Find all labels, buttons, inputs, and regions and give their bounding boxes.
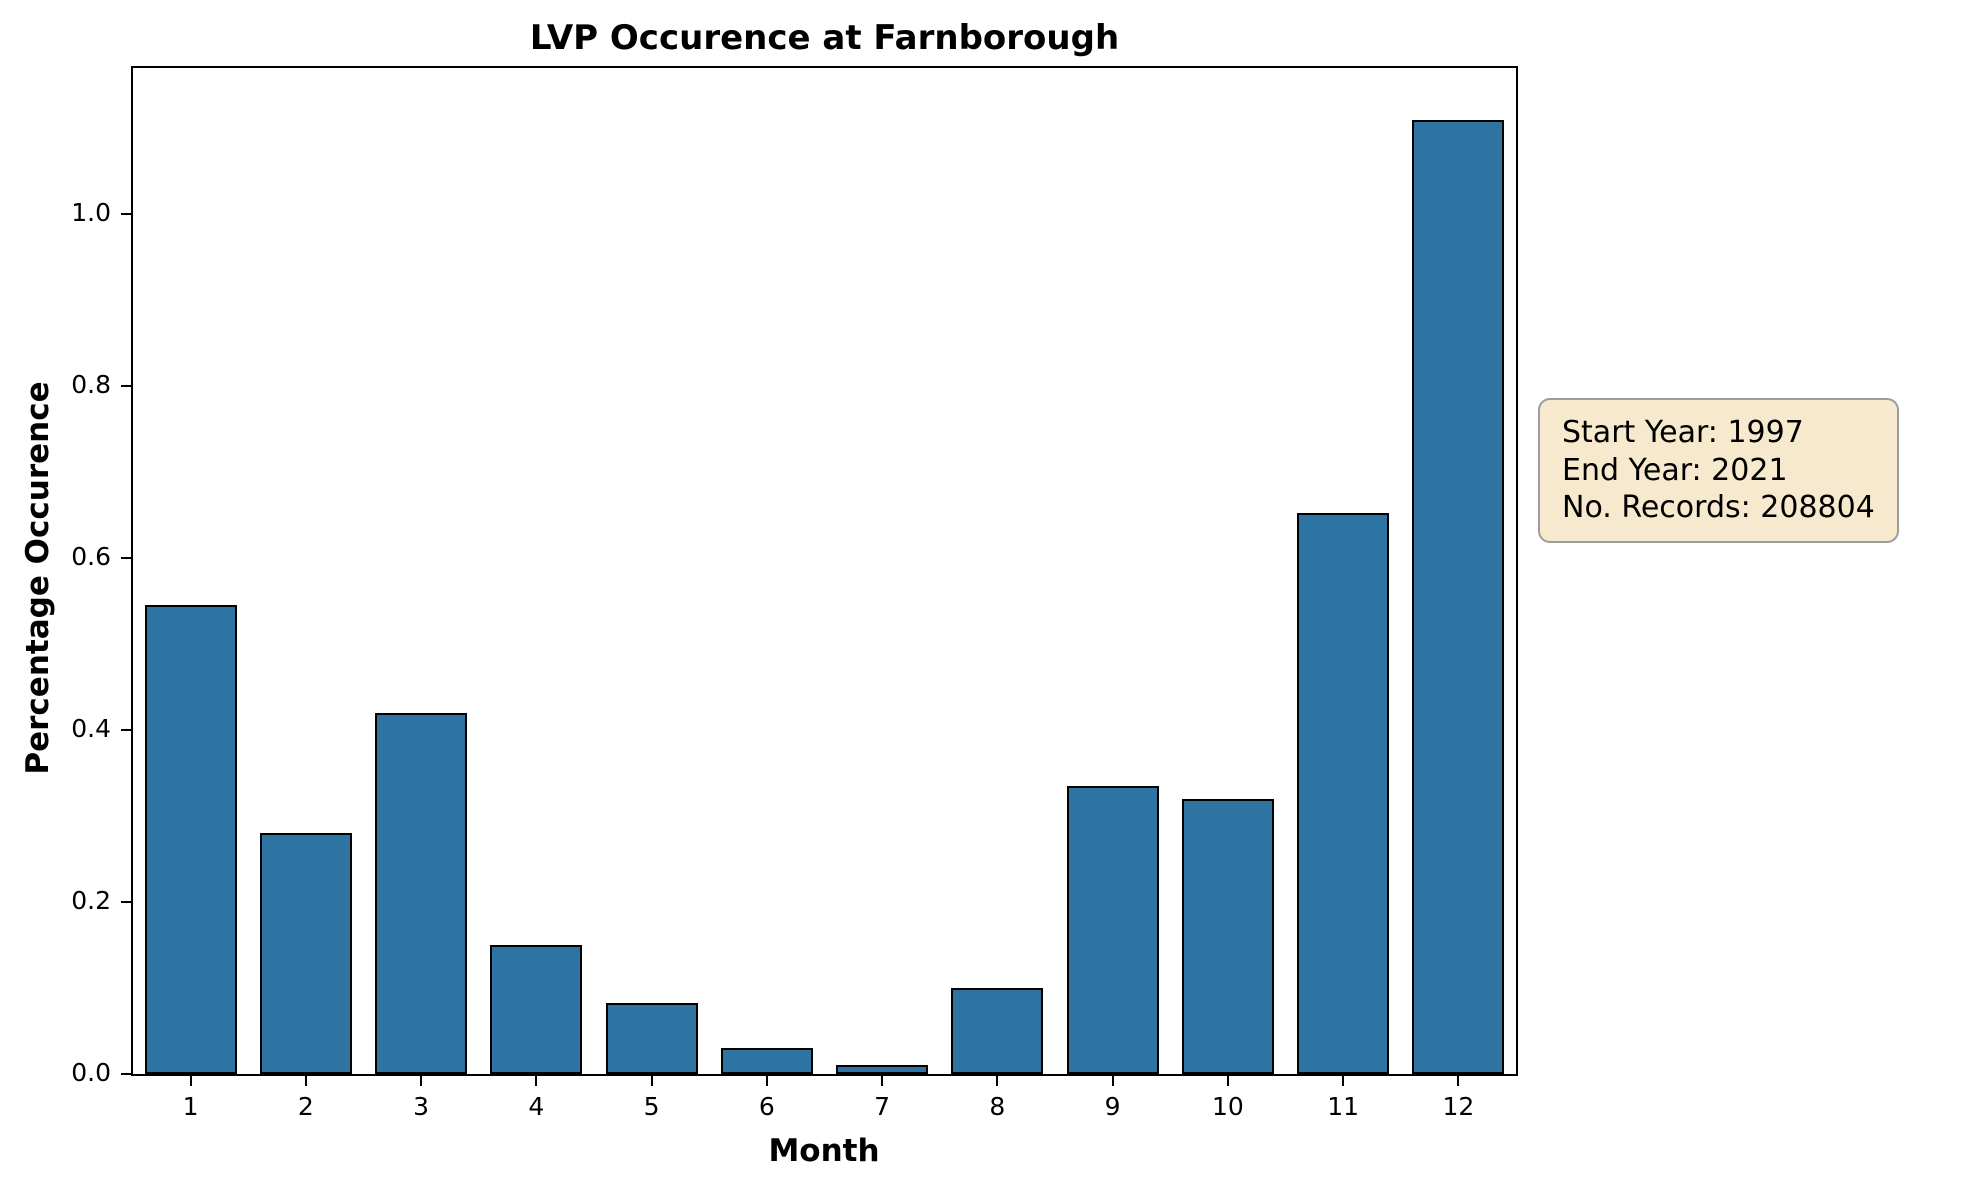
y-tick-mark <box>121 1073 131 1075</box>
bar-month-6 <box>720 1048 813 1074</box>
y-tick-label: 0.8 <box>71 370 111 400</box>
x-tick-mark <box>1342 1076 1345 1086</box>
x-tick-label: 3 <box>413 1092 430 1121</box>
bar-month-1 <box>144 605 237 1074</box>
x-tick-label: 2 <box>297 1092 314 1121</box>
x-tick-mark <box>420 1076 423 1086</box>
bar-month-5 <box>605 1003 698 1074</box>
y-tick-mark <box>121 557 131 560</box>
y-tick-label: 1.0 <box>71 198 111 228</box>
x-tick-mark <box>881 1076 884 1086</box>
x-tick-mark <box>535 1076 538 1086</box>
x-tick-label: 9 <box>1104 1092 1121 1121</box>
bar-month-4 <box>490 945 583 1074</box>
x-tick-label: 11 <box>1327 1092 1360 1121</box>
y-tick-mark <box>121 729 131 732</box>
y-tick-label: 0.0 <box>71 1058 111 1087</box>
x-tick-label: 7 <box>874 1092 891 1121</box>
x-tick-mark <box>304 1076 307 1086</box>
y-tick-mark <box>121 385 131 388</box>
bar-month-2 <box>259 833 352 1074</box>
bar-month-7 <box>836 1065 929 1074</box>
y-tick-label: 0.6 <box>71 542 111 572</box>
annotation-start-year: Start Year: 1997 <box>1562 415 1804 450</box>
x-tick-mark <box>650 1076 653 1086</box>
x-tick-label: 6 <box>758 1092 775 1121</box>
bar-month-9 <box>1066 786 1159 1074</box>
x-tick-label: 8 <box>989 1092 1006 1121</box>
x-tick-mark <box>1226 1076 1229 1086</box>
bar-month-8 <box>951 988 1044 1074</box>
x-tick-label: 1 <box>182 1092 199 1121</box>
x-tick-mark <box>765 1076 768 1086</box>
x-tick-label: 12 <box>1442 1092 1475 1121</box>
bar-month-10 <box>1181 799 1274 1074</box>
bar-month-3 <box>375 713 468 1074</box>
x-axis-label: Month <box>768 1133 880 1169</box>
x-tick-mark <box>1111 1076 1114 1086</box>
bar-month-12 <box>1412 120 1505 1074</box>
annotation-box: Start Year: 1997 End Year: 2021 No. Reco… <box>1538 398 1899 543</box>
x-tick-label: 4 <box>528 1092 545 1121</box>
chart-title: LVP Occurence at Farnborough <box>529 18 1120 58</box>
x-tick-mark <box>189 1076 192 1086</box>
x-tick-label: 5 <box>643 1092 660 1121</box>
y-tick-label: 0.2 <box>71 886 111 916</box>
y-tick-mark <box>121 213 131 216</box>
y-tick-label: 0.4 <box>71 714 111 744</box>
plot-area-inner <box>133 68 1516 1074</box>
x-tick-mark <box>1457 1076 1460 1086</box>
x-tick-mark <box>996 1076 999 1086</box>
plot-area <box>131 66 1518 1076</box>
annotation-record-count: No. Records: 208804 <box>1562 490 1875 525</box>
y-tick-mark <box>121 901 131 904</box>
bar-month-11 <box>1297 513 1390 1074</box>
annotation-end-year: End Year: 2021 <box>1562 452 1788 488</box>
x-tick-label: 10 <box>1211 1092 1244 1121</box>
